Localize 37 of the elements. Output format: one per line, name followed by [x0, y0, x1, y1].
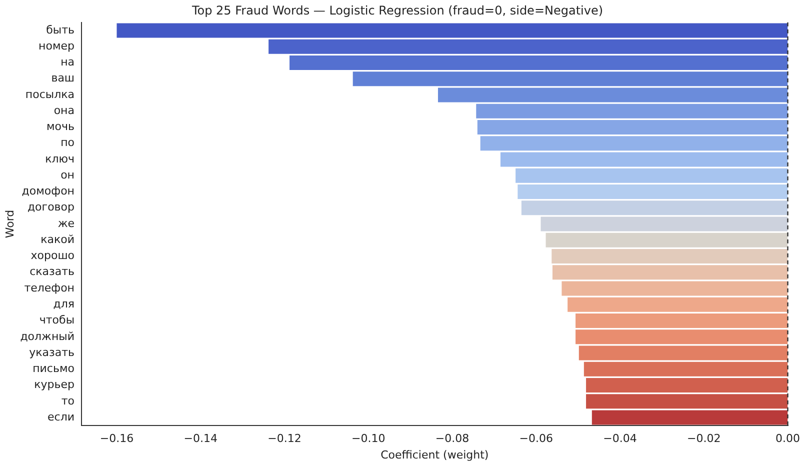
chart-title: Top 25 Fraud Words — Logistic Regression (fraud=0, side=Negative)	[190, 3, 604, 18]
x-tick-label: 0.00	[776, 432, 800, 446]
y-tick-label: она	[54, 104, 74, 117]
y-tick-label: домофон	[22, 184, 74, 198]
y-tick-label: же	[58, 216, 75, 230]
y-tick-label: сказать	[30, 265, 74, 278]
x-tick-label: −0.10	[352, 432, 386, 446]
y-tick-label: должный	[20, 330, 74, 343]
y-tick-label: письмо	[32, 362, 75, 376]
y-tick-label: мочь	[46, 120, 74, 134]
y-tick-label: хорошо	[30, 249, 75, 262]
y-tick-label: по	[60, 136, 75, 150]
y-tick-label: на	[60, 56, 74, 69]
y-tick-label: ваш	[51, 72, 74, 85]
y-axis-title: Word	[3, 210, 16, 238]
y-tick-label: договор	[27, 200, 75, 214]
x-tick-label: −0.08	[435, 432, 470, 446]
y-tick-label: то	[61, 394, 75, 408]
x-tick-label: −0.04	[603, 432, 637, 446]
y-tick-label: указать	[29, 346, 74, 359]
x-tick-label: −0.06	[519, 432, 553, 446]
y-tick-label: быть	[46, 23, 74, 36]
y-tick-label: для	[53, 298, 74, 310]
x-tick-label: −0.12	[268, 432, 302, 446]
y-tick-label: номер	[38, 39, 75, 52]
x-axis-title: Coefficient (weight)	[380, 448, 489, 462]
x-tick-label: −0.14	[184, 432, 218, 446]
y-tick-label: ключ	[45, 152, 74, 166]
y-tick-label: он	[60, 168, 74, 182]
y-tick-label: телефон	[24, 281, 74, 294]
y-tick-label: какой	[40, 232, 74, 246]
y-tick-label: если	[48, 410, 74, 424]
x-tick-label: −0.16	[100, 432, 134, 446]
x-tick-label: −0.02	[687, 432, 721, 446]
y-tick-label: чтобы	[39, 314, 74, 327]
y-tick-label: посылка	[25, 88, 74, 101]
y-tick-label: курьер	[34, 378, 75, 392]
